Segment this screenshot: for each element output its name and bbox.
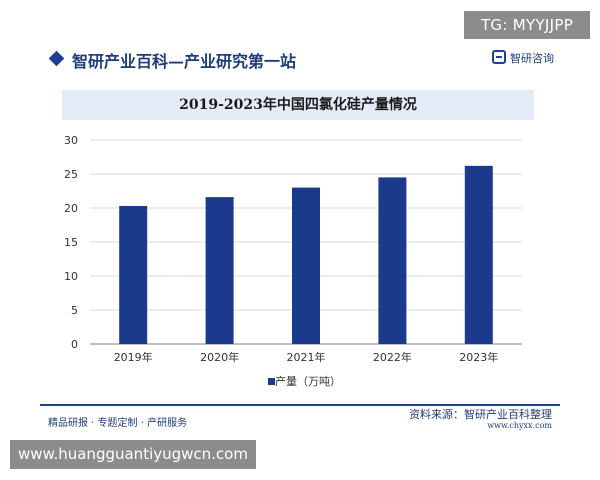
x-tick-label: 2019年 (114, 350, 153, 364)
legend-swatch (268, 378, 275, 385)
x-tick-label: 2021年 (287, 350, 326, 364)
footer-source: 资料来源：智研产业百科整理 (409, 408, 552, 421)
y-tick-label: 10 (64, 270, 78, 283)
bar (464, 165, 493, 344)
brand-logo-icon (492, 50, 506, 64)
chart-title: 2019-2023年中国四氯化硅产量情况 (179, 97, 417, 113)
y-tick-label: 15 (64, 236, 78, 249)
tg-badge: TG: MYYJJPP (464, 11, 590, 39)
x-tick-label: 2022年 (373, 350, 412, 364)
footer-url: www.chyxx.com (487, 421, 552, 430)
x-tick-label: 2023年 (459, 350, 498, 364)
bar (205, 197, 234, 344)
header: 智研产业百科—产业研究第一站 智研咨询 (48, 46, 554, 74)
bar (378, 177, 407, 344)
bar-chart: 0 5 10 15 20 25 30 2019年 2020年 2021年 2022年 2023年产量（… (64, 134, 522, 388)
x-tick-label: 2020年 (200, 350, 239, 364)
chart-title-band: 2019-2023年中国四氯化硅产量情况 (62, 90, 534, 120)
header-title: 智研产业百科—产业研究第一站 (72, 52, 297, 71)
y-tick-label: 25 (64, 168, 78, 181)
y-tick-label: 0 (71, 338, 78, 351)
watermark-url-bar: www.huangguantiyugwcn.com (10, 440, 256, 469)
y-tick-label: 5 (71, 304, 78, 317)
bar (292, 187, 320, 344)
bar (119, 205, 148, 344)
legend-label: 产量（万吨） (275, 374, 341, 388)
y-tick-label: 30 (64, 134, 78, 147)
footer-tagline: 精品研报 · 专题定制 · 产研服务 (48, 418, 188, 429)
footer-divider (40, 404, 560, 406)
y-tick-label: 20 (64, 202, 78, 215)
brand-name: 智研咨询 (510, 52, 554, 65)
